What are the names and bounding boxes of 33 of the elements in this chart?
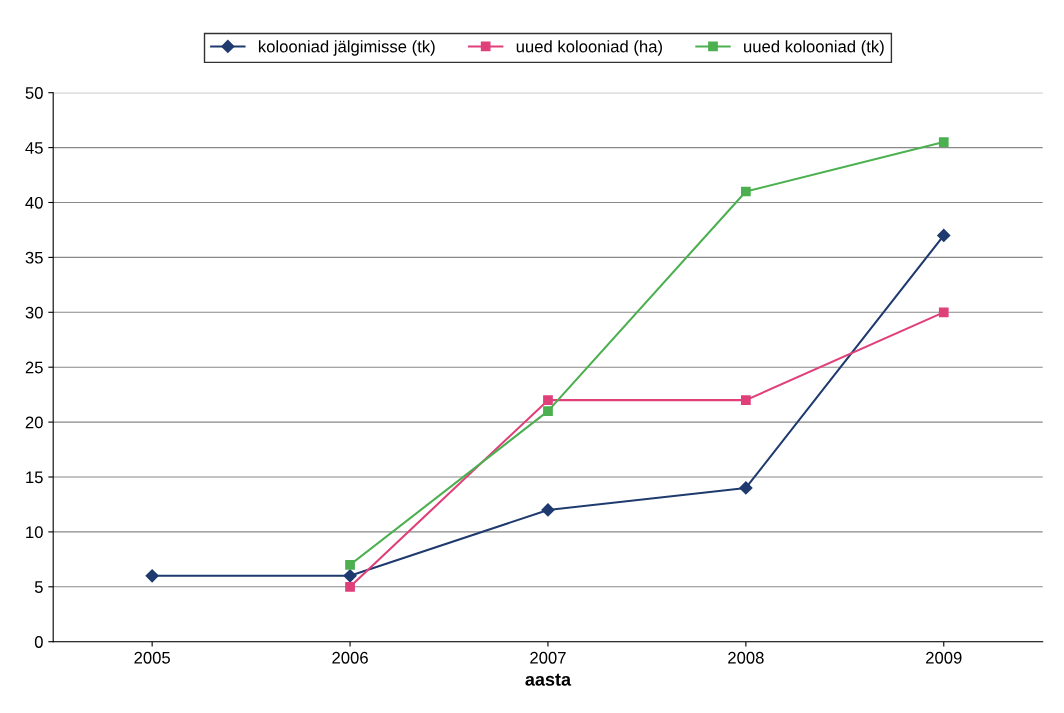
point	[145, 569, 159, 583]
point	[543, 406, 553, 416]
y-tick-label: 30	[25, 306, 43, 319]
point	[345, 559, 355, 570]
y-tick-label: 50	[25, 87, 43, 99]
point	[938, 307, 949, 318]
point	[345, 581, 355, 592]
y-tick-label: 0	[34, 636, 43, 648]
y-tick-label: 35	[25, 251, 43, 264]
point	[937, 228, 951, 243]
y-tick-label: 5	[34, 581, 43, 593]
y-tick-label: 10	[26, 526, 43, 539]
y-tick-label: 45	[25, 142, 43, 154]
y-tick-label: 25	[25, 361, 43, 374]
point	[741, 395, 751, 405]
point	[739, 481, 753, 495]
x-axis-title: aasta	[525, 673, 572, 686]
x-tick-label: 2007	[530, 651, 566, 664]
point	[541, 503, 555, 517]
x-tick-label: 2006	[332, 651, 368, 664]
point	[343, 569, 357, 583]
y-tick-label: 15	[26, 471, 43, 484]
x-tick-label: 2005	[134, 651, 170, 664]
y-tick-label: 40	[25, 196, 43, 209]
x-tick-label: 2008	[728, 651, 764, 664]
legend-label: uued kolooniad (ha)	[516, 40, 662, 56]
legend-label: uued kolooniad (tk)	[744, 40, 884, 56]
point	[938, 137, 949, 147]
y-tick-label: 20	[25, 416, 43, 429]
point	[543, 395, 553, 405]
legend-label: kolooniad jälgimisse (tk)	[258, 40, 435, 56]
x-tick-label: 2009	[926, 651, 962, 664]
point	[741, 186, 751, 197]
